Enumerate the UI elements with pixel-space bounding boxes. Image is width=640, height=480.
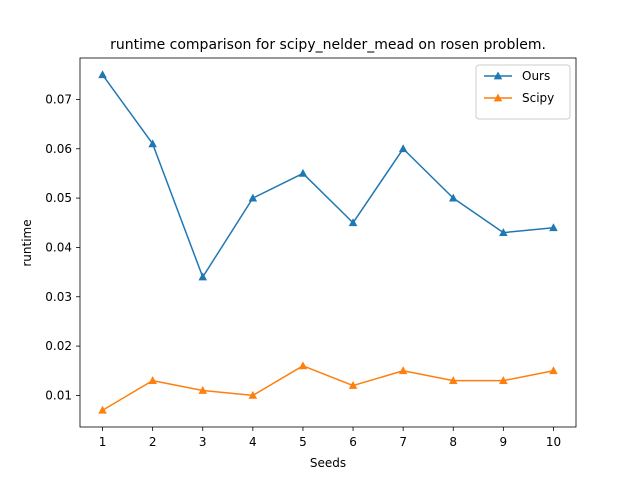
- x-tick-label: 9: [500, 435, 508, 449]
- data-point-ours: [148, 139, 157, 148]
- legend: Ours Scipy: [475, 64, 571, 120]
- data-point-scipy: [348, 381, 358, 389]
- data-point-scipy: [398, 366, 408, 375]
- x-tick-label: 4: [249, 435, 257, 449]
- data-point-ours: [499, 228, 508, 237]
- data-point-ours: [448, 193, 458, 202]
- data-point-scipy: [499, 376, 508, 385]
- y-axis-label: runtime: [20, 219, 34, 266]
- y-tick-label: 0.04: [45, 240, 72, 254]
- data-point-ours: [98, 70, 107, 79]
- y-tick-label: 0.05: [45, 191, 72, 205]
- chart-title: runtime comparison for scipy_nelder_mead…: [110, 37, 546, 53]
- series-line-ours: [101, 74, 554, 278]
- y-tick-label: 0.07: [45, 92, 72, 106]
- data-point-scipy: [198, 385, 208, 394]
- data-point-ours: [348, 218, 358, 227]
- x-tick-label: 3: [199, 435, 207, 449]
- x-tick-label: 10: [546, 435, 561, 449]
- x-tick-label: 6: [349, 435, 357, 449]
- x-tick-label: 2: [149, 435, 157, 449]
- series-line-scipy: [102, 365, 554, 411]
- data-point-scipy: [298, 361, 308, 370]
- x-axis-label: Seeds: [310, 456, 346, 470]
- data-point-ours: [549, 223, 558, 232]
- x-tick-label: 1: [99, 435, 107, 449]
- data-point-scipy: [549, 366, 558, 375]
- data-point-scipy: [98, 405, 107, 414]
- legend-marker-scipy: [493, 93, 503, 102]
- y-tick-label: 0.02: [45, 339, 72, 353]
- legend-label-scipy: Scipy: [522, 91, 554, 105]
- x-axis: 1 2 3 4 5 6 7 8 9 10: [99, 427, 561, 449]
- data-point-ours: [198, 272, 208, 281]
- x-tick-label: 8: [449, 435, 457, 449]
- legend-marker-ours: [493, 71, 503, 80]
- data-point-scipy: [448, 376, 458, 385]
- legend-label-ours: Ours: [522, 69, 550, 83]
- data-point-ours: [248, 193, 258, 202]
- y-axis: 0.01 0.02 0.03 0.04 0.05 0.06 0.07: [45, 92, 80, 402]
- data-point-scipy: [248, 390, 258, 399]
- axes-frame: [79, 57, 577, 428]
- data-point-scipy: [148, 376, 157, 385]
- data-point-ours: [298, 168, 308, 177]
- y-tick-label: 0.03: [45, 290, 72, 304]
- y-tick-label: 0.01: [45, 388, 72, 402]
- data-point-ours: [398, 144, 408, 153]
- x-tick-label: 5: [299, 435, 307, 449]
- x-tick-label: 7: [399, 435, 407, 449]
- plot-area: [98, 70, 558, 414]
- y-tick-label: 0.06: [45, 142, 72, 156]
